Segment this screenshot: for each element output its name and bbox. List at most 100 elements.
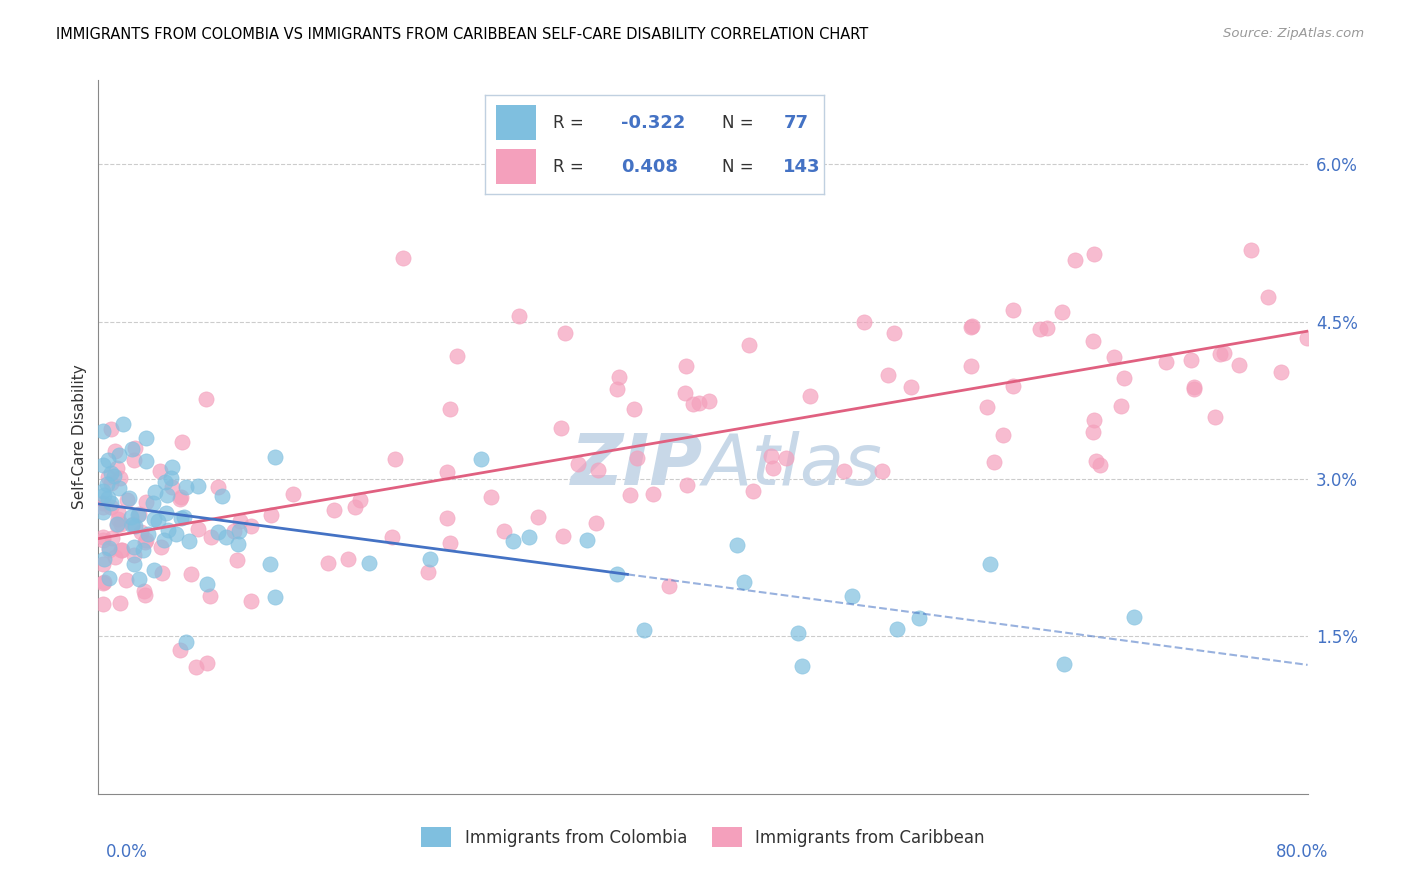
Point — [799, 389, 821, 403]
Point — [841, 590, 863, 604]
Point — [98, 571, 121, 585]
Point — [198, 589, 221, 603]
Point — [976, 400, 998, 414]
Point — [733, 575, 755, 590]
Point — [100, 466, 122, 480]
Point — [741, 484, 763, 499]
Point — [960, 319, 983, 334]
Point — [1296, 331, 1319, 345]
Point — [1063, 252, 1085, 267]
Point — [725, 538, 748, 552]
Point — [979, 557, 1001, 571]
Point — [91, 575, 114, 590]
Point — [128, 572, 150, 586]
Point — [100, 496, 122, 510]
Point — [91, 505, 114, 519]
Point — [1050, 304, 1073, 318]
Point — [174, 480, 197, 494]
Point — [673, 385, 696, 400]
Point — [176, 634, 198, 648]
Point — [344, 500, 367, 514]
Point — [1182, 382, 1205, 396]
Point — [136, 526, 159, 541]
Point — [93, 574, 115, 589]
Point — [1209, 347, 1232, 361]
Point — [100, 500, 122, 514]
Point — [162, 480, 184, 494]
Point — [105, 518, 128, 533]
Point — [128, 508, 150, 522]
Point — [567, 458, 589, 472]
Point — [1035, 321, 1057, 335]
Point — [1083, 334, 1105, 348]
Point — [132, 543, 155, 558]
Point — [260, 508, 283, 522]
Point — [91, 500, 114, 515]
Point — [170, 490, 193, 504]
Point — [91, 458, 114, 472]
Point — [134, 588, 156, 602]
Text: 0.0%: 0.0% — [105, 843, 148, 861]
Point — [121, 442, 143, 456]
Point — [775, 450, 797, 465]
Point — [169, 491, 191, 506]
Point — [418, 566, 440, 580]
Point — [165, 527, 187, 541]
Point — [359, 556, 381, 570]
Point — [1083, 412, 1105, 426]
Point — [107, 448, 129, 462]
Point — [143, 485, 166, 500]
Point — [142, 495, 165, 509]
Point — [101, 532, 124, 546]
Point — [877, 368, 900, 383]
Point — [762, 461, 785, 475]
Point — [960, 359, 983, 374]
Point — [1240, 244, 1263, 258]
Point — [156, 487, 179, 501]
Point — [1029, 322, 1052, 336]
Point — [91, 496, 114, 510]
Point — [643, 486, 665, 500]
Point — [149, 540, 172, 554]
Point — [283, 487, 305, 501]
Point — [439, 536, 461, 550]
Point — [682, 397, 704, 411]
Point — [419, 551, 441, 566]
Point — [195, 576, 218, 591]
Point — [108, 481, 131, 495]
Point — [492, 524, 515, 539]
Point — [688, 396, 710, 410]
Point — [633, 624, 655, 638]
Point — [264, 450, 287, 464]
Point — [226, 537, 249, 551]
Point — [115, 493, 138, 508]
Point — [91, 597, 114, 611]
Point — [517, 530, 540, 544]
Point — [446, 349, 468, 363]
Point — [97, 542, 120, 557]
Point — [586, 463, 609, 477]
Point — [853, 315, 876, 329]
Point — [675, 359, 697, 374]
Point — [228, 524, 250, 538]
Point — [180, 566, 202, 581]
Point — [93, 488, 115, 502]
Point — [195, 656, 218, 670]
Point — [1123, 610, 1146, 624]
Legend: Immigrants from Colombia, Immigrants from Caribbean: Immigrants from Colombia, Immigrants fro… — [415, 821, 991, 854]
Point — [105, 516, 128, 531]
Point — [676, 478, 699, 492]
Point — [222, 524, 245, 538]
Point — [132, 584, 155, 599]
Point — [122, 516, 145, 531]
Point — [1084, 453, 1107, 467]
Point — [160, 460, 183, 475]
Point — [215, 530, 238, 544]
Point — [160, 471, 183, 485]
Point — [153, 533, 176, 547]
Point — [115, 573, 138, 587]
Point — [607, 369, 630, 384]
Point — [527, 510, 550, 524]
Point — [194, 392, 217, 406]
Point — [439, 402, 461, 417]
